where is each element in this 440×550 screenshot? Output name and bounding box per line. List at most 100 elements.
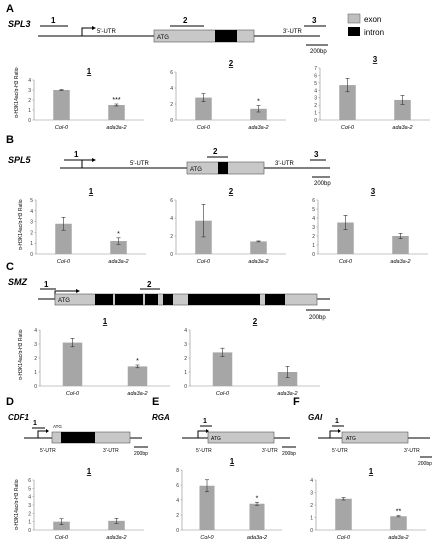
ylabel-b: α-H3K14ac/α-H3 Ratio — [18, 199, 24, 250]
region-label-1: 1 — [33, 420, 37, 427]
atg-label: ATG — [53, 424, 62, 429]
y-tick-label: 3 — [34, 342, 37, 348]
intron-box — [115, 294, 143, 305]
y-tick-label: 8 — [176, 468, 179, 474]
y-tick-label: 2 — [30, 230, 33, 236]
y-tick-label: 5 — [312, 207, 315, 213]
bar-chart-c-1: 1 0 1 2 3 4 Col-0 * ada3a-2 — [34, 317, 170, 397]
region-label-2: 2 — [213, 147, 218, 156]
intron-box — [61, 432, 95, 443]
gene-diagram-spl5: 5'-UTR ATG 3'-UTR 1 2 3 200bp — [60, 147, 331, 187]
region-label-2: 2 — [183, 16, 188, 25]
region-label-1: 1 — [51, 16, 56, 25]
gene-diagram-gai: ATG 5'-UTR 3'-UTR 1 200bp — [318, 418, 432, 467]
y-tick-label: 1 — [28, 520, 31, 526]
bar-chart-b-2: 2 0 2 4 6 Col-0 ada3a-2 — [170, 187, 286, 265]
bar-chart-c-2: 2 0 1 2 3 4 Col-0 ada3a-2 — [184, 317, 320, 397]
chart-title: 3 — [373, 55, 378, 64]
atg-label: ATG — [190, 167, 202, 173]
region-label-3: 3 — [312, 16, 317, 25]
y-tick-label: 0 — [184, 384, 187, 390]
scale-label: 200bp — [282, 451, 296, 457]
gene-diagram-spl3: 5'-UTR ATG 3'-UTR 1 2 3 200bp — [38, 16, 328, 55]
y-tick-label: 3 — [314, 96, 317, 102]
intron-box — [218, 162, 228, 174]
y-tick-label: 4 — [28, 495, 31, 501]
scale-label: 200bp — [309, 315, 326, 321]
bar — [339, 85, 356, 120]
bar — [335, 498, 352, 530]
bar — [110, 241, 127, 254]
y-tick-label: 6 — [312, 198, 315, 204]
y-tick-label: 4 — [30, 209, 33, 215]
chart-title: 1 — [103, 317, 108, 326]
y-tick-label: 7 — [314, 66, 317, 72]
utr5-label: 5'-UTR — [196, 448, 212, 454]
y-tick-label: 0 — [312, 252, 315, 258]
y-tick-label: 0 — [314, 118, 317, 124]
bar-chart-f-1: 1 0 1 2 3 4 Col-0 ** ada3a-2 — [310, 467, 426, 541]
chart-title: 1 — [87, 67, 92, 76]
x-tick-label: ada3a-2 — [106, 535, 126, 541]
y-tick-label: 1 — [30, 241, 33, 247]
panel-labels: A SPL3 B SPL5 C SMZ D CDF1 E RGA F GAI — [6, 3, 323, 422]
y-tick-label: 4 — [310, 478, 313, 484]
y-tick-label: 2 — [314, 103, 317, 109]
atg-label: ATG — [157, 35, 169, 41]
bar-chart-d-1: 1 0 1 2 3 4 5 6 Col-0 ada3a-2 — [28, 467, 144, 541]
bar-charts: 101234Col-0***ada3a-220246Col-0*ada3a-23… — [28, 55, 430, 541]
x-tick-label: Col-0 — [200, 535, 214, 541]
y-tick-label: 2 — [310, 503, 313, 509]
x-tick-label: Col-0 — [55, 125, 69, 131]
y-tick-label: 1 — [312, 243, 315, 249]
panel-letter-f: F — [293, 396, 300, 408]
y-tick-label: 5 — [30, 198, 33, 204]
exon-box — [54, 293, 318, 306]
chart-title: 2 — [229, 59, 234, 68]
x-tick-label: ada3a-2 — [390, 259, 410, 265]
legend-intron-swatch — [348, 27, 360, 36]
gene-name-e: RGA — [152, 413, 170, 422]
gene-name-f: GAI — [308, 413, 323, 422]
legend-exon-swatch — [347, 13, 361, 24]
intron-box — [265, 294, 285, 305]
bar — [394, 99, 411, 120]
y-tick-label: 3 — [28, 88, 31, 94]
intron-box — [95, 294, 113, 305]
scale-label: 200bp — [418, 461, 432, 467]
intron-box — [145, 294, 158, 305]
gene-name-b: SPL5 — [8, 155, 32, 165]
bar — [212, 352, 233, 386]
utr5-label: 5'-UTR — [97, 29, 116, 35]
chart-title: 1 — [87, 467, 92, 476]
y-tick-label: 6 — [170, 198, 173, 204]
bar — [53, 521, 70, 530]
y-tick-label: 4 — [314, 88, 317, 94]
gene-diagram-cdf1: ATG 5'-UTR 3'-UTR 1 200bp — [24, 420, 148, 457]
y-tick-label: 5 — [28, 486, 31, 492]
legend: exon intron — [347, 13, 384, 37]
x-tick-label: ada3a-2 — [248, 125, 268, 131]
x-tick-label: ada3a-2 — [392, 125, 412, 131]
utr3-label: 3'-UTR — [404, 448, 420, 454]
y-tick-label: 6 — [176, 483, 179, 489]
region-label-1: 1 — [335, 418, 339, 425]
x-tick-label: ada3a-2 — [248, 259, 268, 265]
bar-chart-b-3: 3 0 1 2 3 4 5 6 Col-0 ada3a-2 — [312, 187, 428, 265]
y-tick-label: 4 — [184, 328, 187, 334]
utr5-label: 5'-UTR — [40, 448, 56, 454]
ylabel-c: α-H3K14ac/α-H3 Ratio — [18, 329, 24, 380]
legend-exon-label: exon — [364, 15, 381, 24]
y-tick-label: 3 — [30, 220, 33, 226]
chart-title: 1 — [369, 467, 374, 476]
utr3-label: 3'-UTR — [275, 161, 294, 167]
bar — [392, 236, 409, 254]
y-tick-label: 1 — [28, 108, 31, 114]
y-tick-label: 0 — [34, 384, 37, 390]
panel-letter-b: B — [6, 134, 14, 146]
bar — [53, 90, 70, 120]
exon-box — [207, 431, 275, 444]
y-tick-label: 1 — [310, 516, 313, 522]
y-tick-label: 2 — [312, 234, 315, 240]
